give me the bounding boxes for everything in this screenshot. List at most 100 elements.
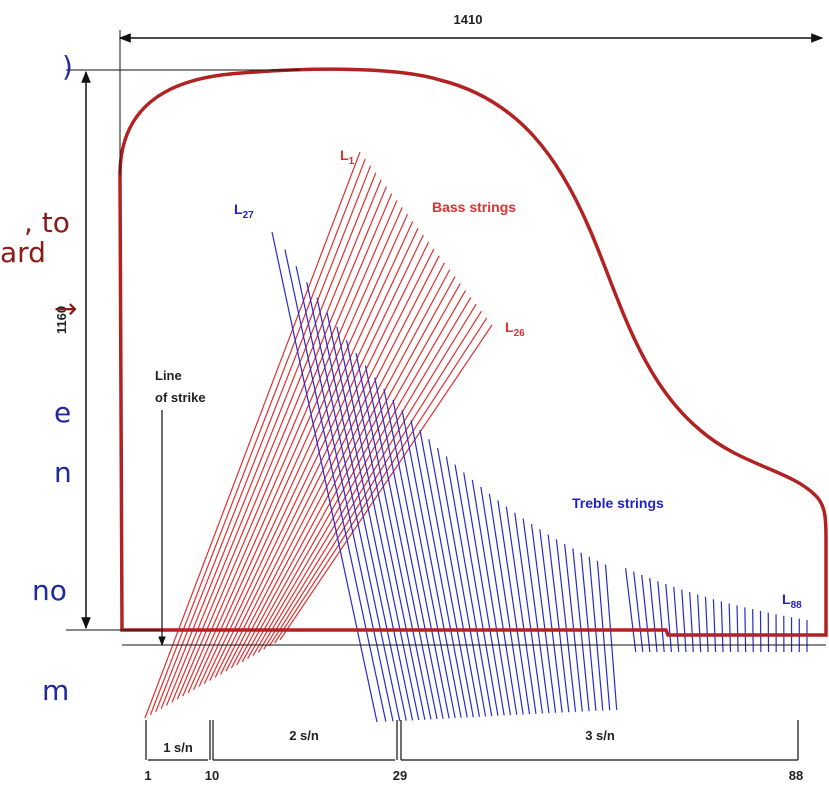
key-number: 88 <box>789 768 803 783</box>
string <box>720 601 724 653</box>
string <box>736 605 739 653</box>
string <box>209 234 424 681</box>
string <box>539 529 563 713</box>
string <box>463 472 505 716</box>
string <box>752 609 754 653</box>
string <box>149 158 366 716</box>
scale-marks <box>145 720 799 761</box>
string <box>547 534 570 713</box>
string <box>437 447 487 717</box>
strike-label: Line <box>155 368 182 383</box>
string <box>665 584 673 653</box>
string <box>374 377 444 719</box>
string <box>564 543 583 712</box>
bass-last-label: L26 <box>505 319 525 339</box>
string <box>580 552 597 711</box>
string <box>203 227 419 684</box>
string <box>445 456 493 717</box>
key-number: 10 <box>205 768 219 783</box>
string <box>336 326 420 721</box>
string <box>712 599 717 653</box>
string <box>187 207 403 694</box>
string <box>689 592 694 653</box>
slide-text: ard <box>0 236 46 269</box>
bass-first-label: L1 <box>340 147 355 167</box>
string <box>316 297 407 721</box>
string <box>681 589 687 653</box>
slide-text: ) <box>62 50 73 83</box>
string <box>182 200 398 697</box>
string <box>166 179 382 706</box>
strings <box>144 151 808 723</box>
string <box>220 248 435 675</box>
slide-text: m <box>42 674 69 707</box>
slide-text: → <box>54 292 77 325</box>
string <box>257 297 472 653</box>
string <box>193 214 409 691</box>
string <box>454 464 499 716</box>
string <box>392 399 456 719</box>
piano-outline <box>118 67 828 637</box>
string <box>530 523 557 713</box>
scale-segment: 3 s/n <box>585 728 615 743</box>
string <box>673 586 680 653</box>
string <box>410 420 468 718</box>
string <box>306 282 401 722</box>
string <box>279 324 493 641</box>
string <box>274 317 488 644</box>
string <box>236 269 451 666</box>
string <box>364 365 438 720</box>
treble-first-label: L27 <box>234 201 254 221</box>
string <box>596 560 611 711</box>
string <box>355 352 432 720</box>
scale-segment: 1 s/n <box>163 740 193 755</box>
string <box>383 388 450 719</box>
slide-text: e <box>54 396 71 429</box>
string <box>176 193 393 700</box>
string <box>428 439 481 717</box>
bass-strings-label: Bass strings <box>432 199 516 215</box>
string <box>604 564 618 710</box>
string <box>198 220 414 688</box>
string <box>284 249 387 722</box>
string <box>522 518 550 714</box>
string <box>345 340 426 720</box>
string <box>263 303 477 650</box>
string <box>505 506 537 714</box>
string <box>401 410 462 718</box>
string <box>419 429 474 718</box>
string <box>214 241 430 678</box>
string <box>271 231 378 723</box>
string <box>480 486 518 715</box>
string <box>588 556 604 711</box>
string <box>697 594 702 653</box>
string <box>144 151 361 719</box>
width-label: 1410 <box>454 12 483 27</box>
string <box>252 290 467 656</box>
string <box>155 165 372 712</box>
string <box>160 172 377 709</box>
string <box>171 186 387 703</box>
string <box>657 581 665 653</box>
string <box>633 571 644 653</box>
string <box>728 603 732 653</box>
string <box>649 578 658 653</box>
slide-text: , to <box>24 206 70 239</box>
string <box>514 512 544 714</box>
slide-text: n <box>54 456 72 489</box>
key-number: 1 <box>144 768 151 783</box>
string <box>241 276 456 663</box>
string <box>555 539 577 712</box>
string <box>624 568 637 653</box>
string <box>704 596 709 653</box>
key-number: 29 <box>393 768 407 783</box>
treble-last-label: L88 <box>782 591 802 611</box>
scale-segment: 2 s/n <box>289 728 319 743</box>
string <box>326 312 414 721</box>
height-label: 1160 <box>54 306 69 334</box>
strike-label: of strike <box>155 390 206 405</box>
string <box>471 479 512 716</box>
string <box>641 574 651 653</box>
slide-text: no <box>32 574 67 607</box>
